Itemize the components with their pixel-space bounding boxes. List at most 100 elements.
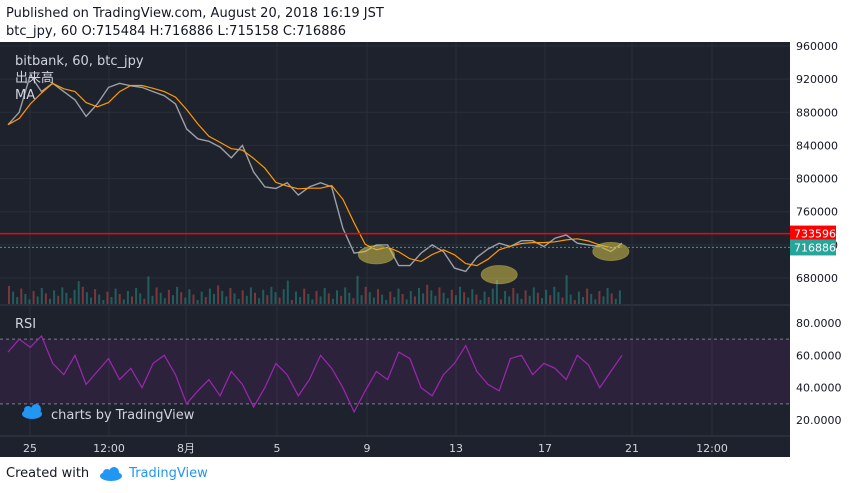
volume-bar — [106, 291, 109, 304]
volume-bar — [545, 289, 548, 304]
volume-bar — [483, 291, 486, 304]
volume-bar — [85, 292, 88, 304]
volume-bar — [426, 284, 429, 304]
volume-bar — [180, 292, 183, 304]
price-line — [7, 73, 623, 273]
volume-bar — [520, 298, 523, 304]
published-info: Published on TradingView.com, August 20,… — [6, 6, 384, 21]
price-tick-label: 880000 — [796, 106, 838, 119]
volume-bar — [282, 289, 285, 304]
resistance-price-tag — [790, 225, 836, 242]
volume-bar — [504, 291, 507, 304]
volume-bar — [221, 291, 224, 304]
volume-bar — [590, 294, 593, 304]
volume-bar — [389, 291, 392, 304]
volume-bar — [610, 293, 613, 304]
volume-bar — [77, 281, 80, 304]
volume-bar — [229, 288, 232, 304]
tradingview-link[interactable]: TradingView — [129, 466, 208, 481]
volume-bar — [73, 289, 76, 304]
volume-bar — [573, 300, 576, 304]
volume-bar — [348, 292, 351, 304]
volume-bar — [270, 286, 273, 304]
volume-bar — [454, 295, 457, 304]
ma-line — [7, 82, 623, 267]
highlight-zone — [480, 265, 518, 285]
time-tick-label: 9 — [364, 442, 371, 455]
price-chart[interactable]: 9600009200008800008400008000007600007200… — [0, 42, 849, 457]
chart-background — [0, 42, 790, 457]
volume-bar — [290, 300, 293, 304]
volume-bar — [208, 288, 211, 304]
rsi-line — [7, 334, 623, 414]
rsi-tick-label: 80.0000 — [796, 317, 842, 330]
volume-bar — [233, 293, 236, 304]
volume-bar — [245, 295, 248, 304]
volume-bar — [131, 296, 133, 304]
volume-bar — [561, 297, 564, 304]
volume-bar — [565, 275, 568, 304]
volume-bar — [237, 298, 240, 304]
volume-bar — [90, 297, 92, 304]
volume-bar — [614, 298, 617, 304]
volume-bar — [204, 297, 207, 304]
volume-bar — [418, 288, 420, 304]
volume-bar — [241, 290, 244, 304]
volume-bar — [327, 293, 330, 304]
price-tick-label: 840000 — [796, 139, 838, 152]
volume-bar — [176, 286, 179, 304]
volume-bar — [438, 287, 441, 304]
volume-bar — [286, 280, 289, 304]
volume-bar — [28, 299, 31, 304]
volume-bar — [114, 288, 117, 304]
volume-bar — [192, 294, 195, 304]
volume-legend: 出来高 — [15, 70, 54, 86]
volume-bar — [500, 299, 502, 304]
volume-bar — [295, 291, 297, 304]
time-tick-label: 5 — [274, 442, 281, 455]
volume-bar — [331, 298, 334, 304]
volume-bar — [606, 288, 609, 304]
tradingview-watermark: charts by TradingView — [22, 404, 195, 423]
watermark-text: charts by TradingView — [51, 408, 195, 423]
volume-bar — [491, 288, 494, 304]
volume-bar — [336, 290, 338, 304]
last-price-label: 716886 — [794, 241, 836, 254]
time-tick-label: 25 — [23, 442, 37, 455]
symbol-legend: bitbank, 60, btc_jpy — [15, 54, 144, 69]
volume-bar — [422, 293, 425, 304]
volume-bar — [20, 288, 23, 304]
volume-bar — [40, 288, 43, 304]
time-tick-label: 13 — [449, 442, 463, 455]
volume-bar — [278, 297, 281, 304]
volume-bar — [344, 287, 347, 304]
volume-bar — [311, 299, 314, 304]
volume-bar — [487, 297, 490, 304]
rsi-tick-label: 40.0000 — [796, 382, 842, 395]
volume-bar — [446, 298, 449, 304]
volume-bar — [315, 291, 318, 304]
volume-bar — [516, 293, 519, 304]
volume-bar — [409, 291, 412, 304]
volume-bar — [196, 300, 199, 304]
volume-bar — [299, 297, 302, 304]
highlight-zone — [357, 245, 395, 265]
volume-bar — [323, 288, 326, 304]
volume-bar — [163, 298, 166, 304]
volume-bar — [356, 275, 359, 304]
volume-bar — [12, 291, 15, 304]
volume-bar — [213, 294, 215, 304]
volume-bar — [582, 297, 584, 304]
volume-bar — [360, 295, 363, 304]
volume-bar — [118, 294, 121, 304]
volume-bar — [368, 292, 371, 304]
volume-bar — [151, 295, 154, 304]
ohlc-info: btc_jpy, 60 O:715484 H:716886 L:715158 C… — [6, 24, 347, 39]
volume-bar — [8, 286, 10, 304]
volume-bar — [274, 292, 277, 304]
volume-bar — [586, 288, 589, 304]
volume-bar — [541, 298, 543, 304]
tradingview-logo-icon — [100, 466, 123, 481]
volume-bar — [143, 298, 146, 304]
volume-bar — [81, 286, 84, 304]
